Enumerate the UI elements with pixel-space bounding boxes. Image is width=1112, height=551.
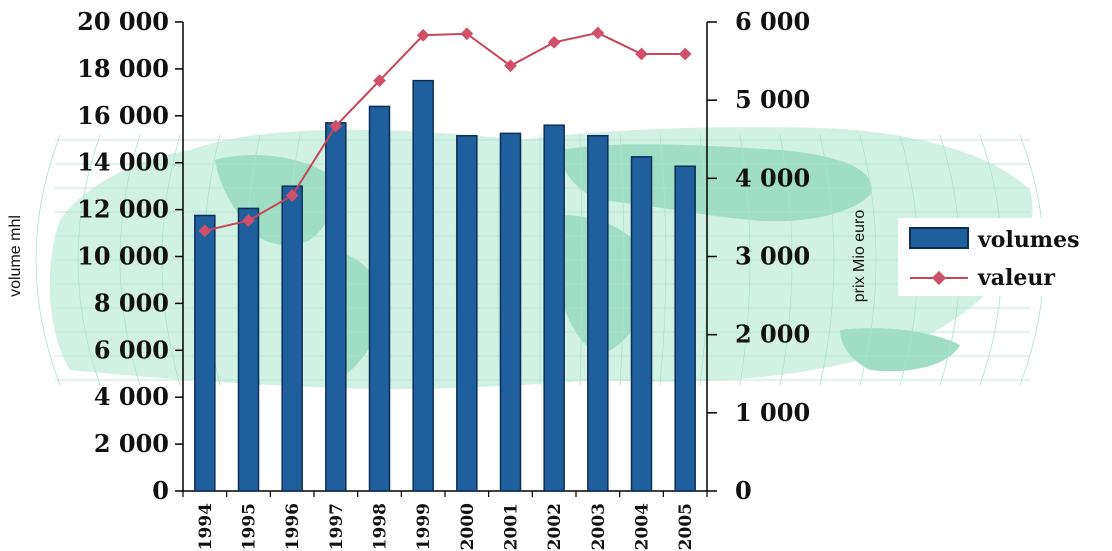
bar-volumes-2001: [499, 132, 522, 492]
bar-volumes-2002: [543, 124, 565, 492]
y2-tick-label: 3 000: [735, 242, 810, 271]
line-valeur-path: [204, 31, 686, 232]
x-tick-label: 2004: [633, 503, 653, 550]
y-tick-label: 14 000: [77, 148, 169, 177]
point-valeur-1998: [373, 74, 386, 87]
y-axis-right-title: prix Mio euro: [851, 210, 868, 303]
bar-volumes-2004: [630, 156, 653, 492]
y-tick-label: 4 000: [94, 382, 169, 411]
y-tick-label: 12 000: [77, 195, 169, 224]
point-valeur-2004: [635, 47, 648, 61]
legend-label-volumes: volumes: [977, 227, 1079, 253]
point-valeur-2005: [678, 47, 692, 61]
bar-volumes-1996: [281, 185, 303, 492]
point-valeur-2000: [460, 27, 474, 41]
bar-volumes-1999: [412, 79, 434, 492]
y2-tick-label: 6 000: [735, 7, 810, 36]
world-map-background: [35, 127, 1045, 390]
x-tick-label: 2003: [589, 503, 609, 550]
y-axis-left-ticks: 0 2 000 4 000 6 000 8 000 10 000 12 000 14 000 1…: [77, 7, 183, 505]
x-tick-label: 1999: [414, 503, 434, 550]
y-axis-left-title: volume mhl: [7, 215, 24, 297]
x-tick-label: 1996: [283, 503, 303, 550]
x-tick-label: 2000: [458, 503, 478, 550]
y-tick-label: 16 000: [77, 101, 169, 130]
y2-tick-label: 0: [735, 476, 752, 505]
bar-volumes-2005: [674, 165, 696, 492]
x-tick-label: 1997: [327, 503, 347, 550]
bar-volumes-1998: [368, 105, 391, 492]
bar-series-volumes: [194, 79, 696, 492]
map-landmass-australia: [840, 328, 960, 372]
bar-volumes-2000: [456, 134, 478, 492]
x-tick-label: 1998: [371, 503, 391, 550]
point-valeur-1997: [329, 119, 343, 133]
x-tick-label: 1994: [196, 503, 216, 550]
y2-tick-label: 4 000: [735, 163, 810, 192]
y2-tick-label: 1 000: [735, 398, 810, 427]
x-tick-label: 2001: [502, 503, 522, 550]
y2-tick-label: 5 000: [735, 85, 810, 114]
point-valeur-1999: [416, 28, 430, 42]
map-meridian: [35, 134, 61, 386]
bar-volumes-2003: [587, 134, 609, 492]
bar-volumes-1995: [237, 207, 260, 492]
bar-volumes-1994: [194, 214, 216, 492]
y-tick-label: 8 000: [94, 288, 169, 317]
y-axis-right-ticks: 0 1 000 2 000 3 000 4 000 5 000 6 000: [707, 7, 810, 505]
y-tick-label: 6 000: [94, 335, 169, 364]
x-tick-label: 2002: [545, 503, 565, 550]
x-tick-label: 1995: [240, 503, 260, 550]
y-tick-label: 10 000: [77, 242, 169, 271]
point-valeur-2002: [547, 35, 561, 49]
y-tick-label: 18 000: [77, 54, 169, 83]
legend-swatch-volumes: [909, 227, 969, 249]
legend-marker-valeur: [931, 270, 947, 286]
y-tick-label: 20 000: [77, 7, 169, 36]
line-series-valeur: [198, 26, 692, 238]
legend: volumes valeur: [898, 218, 1112, 296]
point-valeur-1995: [242, 214, 255, 227]
legend-label-valeur: valeur: [977, 265, 1055, 291]
y-tick-label: 0: [152, 476, 169, 505]
x-axis-ticks: 1994 1995 1996 1997 1998 1999 2000 2001 2002 2003…: [182, 491, 708, 550]
point-valeur-2003: [591, 26, 605, 40]
y2-tick-label: 2 000: [735, 320, 810, 349]
x-tick-label: 2005: [676, 503, 696, 550]
bar-volumes-1997: [325, 122, 347, 492]
point-valeur-1996: [285, 189, 299, 202]
point-valeur-1994: [198, 224, 212, 238]
y-tick-label: 2 000: [94, 429, 169, 458]
